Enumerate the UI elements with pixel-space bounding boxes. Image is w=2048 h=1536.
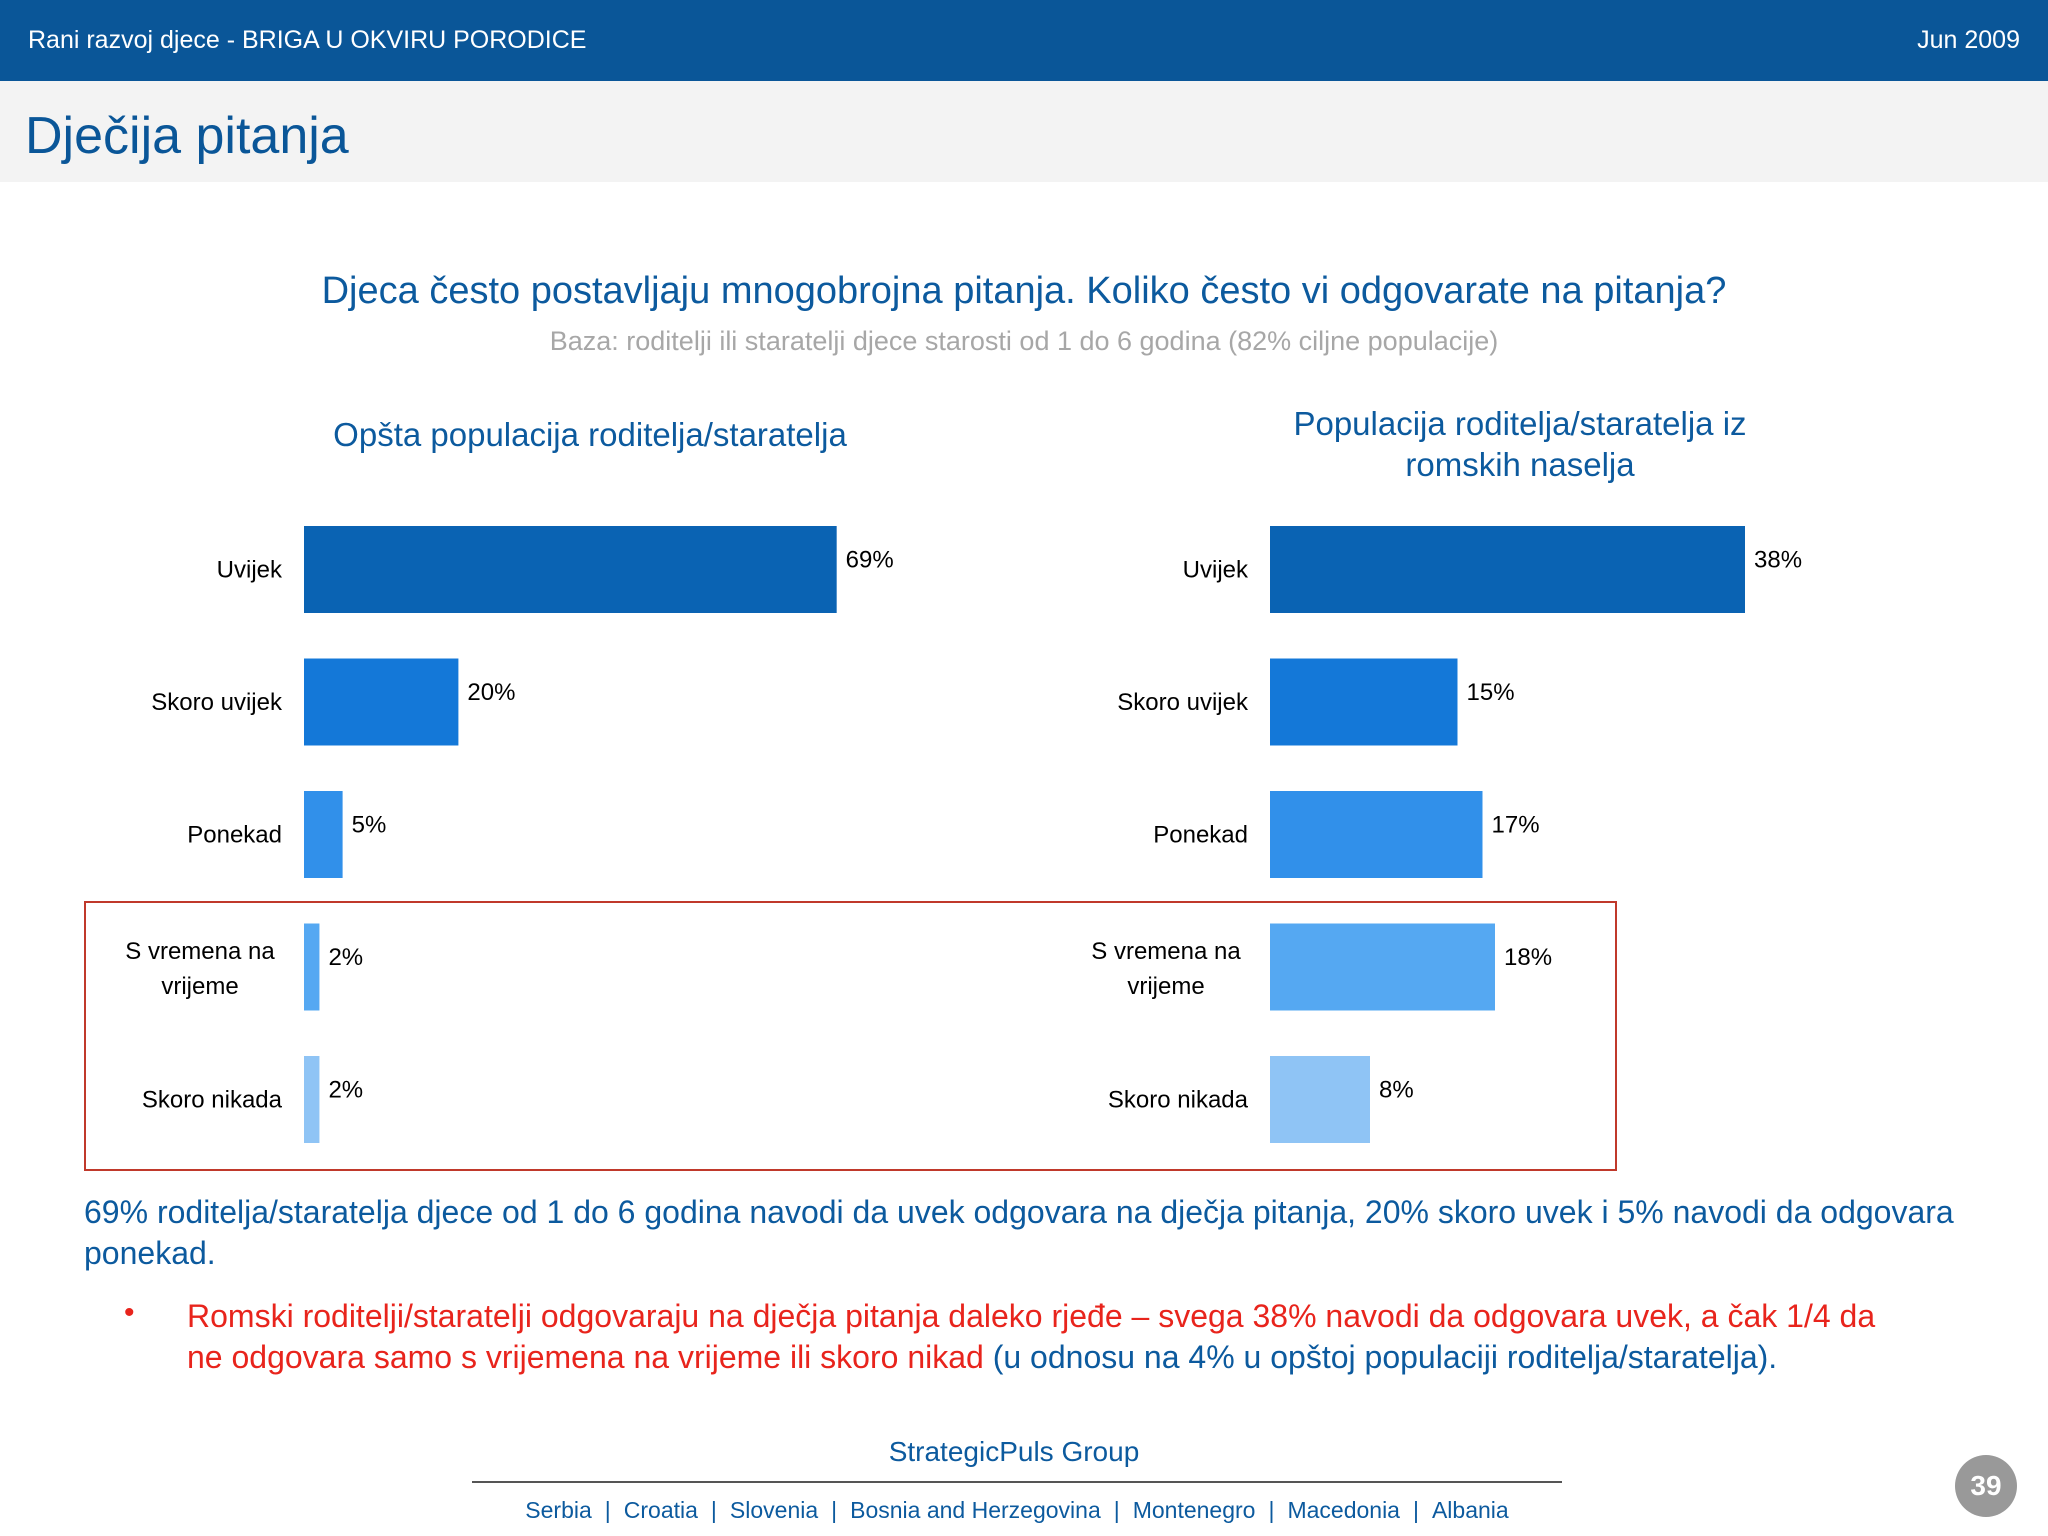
category-label: Skoro uvijek bbox=[151, 689, 283, 716]
bar-value-label: 38% bbox=[1754, 547, 1802, 574]
category-label-line: S vremena na bbox=[125, 938, 275, 965]
survey-question: Djeca često postavljaju mnogobrojna pita… bbox=[321, 270, 1727, 312]
country-item: Macedonia bbox=[1287, 1497, 1400, 1523]
bar-value-label: 20% bbox=[467, 679, 515, 706]
bar-value-label: 2% bbox=[328, 1077, 363, 1104]
country-item: Montenegro bbox=[1132, 1497, 1256, 1523]
country-separator: | bbox=[604, 1497, 611, 1523]
category-label-line: vrijeme bbox=[161, 973, 238, 1000]
bar-value-label: 17% bbox=[1492, 812, 1540, 839]
bar-general-2 bbox=[304, 791, 343, 878]
category-label: Ponekad bbox=[187, 822, 282, 849]
category-label: Uvijek bbox=[1183, 557, 1249, 584]
header-bar: Rani razvoj djece - BRIGA U OKVIRU POROD… bbox=[0, 0, 2048, 81]
header-title: Rani razvoj djece - BRIGA U OKVIRU POROD… bbox=[28, 26, 587, 54]
category-label: Skoro nikada bbox=[1108, 1087, 1249, 1114]
category-label: Skoro nikada bbox=[142, 1087, 283, 1114]
country-list: Serbia | Croatia | Slovenia | Bosnia and Herze… bbox=[472, 1497, 1562, 1524]
category-label: S vremena na vrijeme bbox=[125, 938, 275, 1000]
bar-general-3 bbox=[304, 923, 320, 1011]
highlight-box bbox=[84, 901, 1617, 1171]
bullet-marker: • bbox=[124, 1296, 135, 1329]
category-label: Skoro uvijek bbox=[1117, 689, 1249, 716]
bar-value-label: 2% bbox=[328, 944, 363, 971]
country-separator: | bbox=[1268, 1497, 1275, 1523]
country-item: Albania bbox=[1431, 1497, 1509, 1523]
bar-roma-3 bbox=[1270, 923, 1495, 1011]
country-item: Bosnia and Herzegovina bbox=[850, 1497, 1101, 1523]
country-separator: | bbox=[831, 1497, 838, 1523]
bar-roma-0 bbox=[1270, 526, 1745, 613]
bar-value-label: 69% bbox=[846, 547, 894, 574]
chart-title-general: Opšta populacija roditelja/staratelja bbox=[333, 416, 847, 453]
bar-general-1 bbox=[304, 658, 459, 746]
bar-roma-1 bbox=[1270, 658, 1458, 746]
bar-value-label: 15% bbox=[1467, 679, 1515, 706]
bar-general-4 bbox=[304, 1056, 320, 1143]
summary-text: 69% roditelja/staratelja djece od 1 do 6… bbox=[84, 1194, 1954, 1271]
country-separator: | bbox=[1113, 1497, 1120, 1523]
country-separator: | bbox=[710, 1497, 717, 1523]
category-label: S vremena na vrijeme bbox=[1091, 938, 1241, 1000]
category-label-line: S vremena na bbox=[1091, 938, 1241, 965]
bullet-note: (u odnosu na 4% u opštoj populaciji rodi… bbox=[992, 1339, 1778, 1375]
survey-base: Baza: roditelji ili staratelji djece sta… bbox=[549, 326, 1499, 356]
bar-value-label: 18% bbox=[1504, 944, 1552, 971]
chart-title-roma: Populacija roditelja/staratelja iz romsk… bbox=[1293, 405, 1747, 483]
category-label: Uvijek bbox=[217, 557, 283, 584]
company-name: StrategicPuls Group bbox=[888, 1436, 1140, 1467]
bar-value-label: 8% bbox=[1379, 1077, 1414, 1104]
header-date: Jun 2009 bbox=[1917, 26, 2020, 54]
country-item: Croatia bbox=[623, 1497, 698, 1523]
footer-divider bbox=[472, 1481, 1562, 1483]
bar-roma-2 bbox=[1270, 791, 1483, 878]
page-title: Dječija pitanja bbox=[25, 107, 349, 165]
bar-value-label: 5% bbox=[352, 812, 387, 839]
category-label: Ponekad bbox=[1153, 822, 1248, 849]
country-separator: | bbox=[1412, 1497, 1419, 1523]
category-label-line: vrijeme bbox=[1127, 973, 1204, 1000]
page-number: 39 bbox=[1955, 1455, 2017, 1517]
country-item: Serbia bbox=[525, 1497, 592, 1523]
bullet-text: Romski roditelji/staratelji odgovaraju n… bbox=[187, 1296, 1907, 1378]
bar-general-0 bbox=[304, 526, 837, 613]
bar-roma-4 bbox=[1270, 1056, 1370, 1143]
country-item: Slovenia bbox=[729, 1497, 819, 1523]
title-bar: Dječija pitanja bbox=[0, 81, 2048, 182]
bullet-main: Romski roditelji/staratelji odgovaraju n… bbox=[187, 1298, 1876, 1375]
